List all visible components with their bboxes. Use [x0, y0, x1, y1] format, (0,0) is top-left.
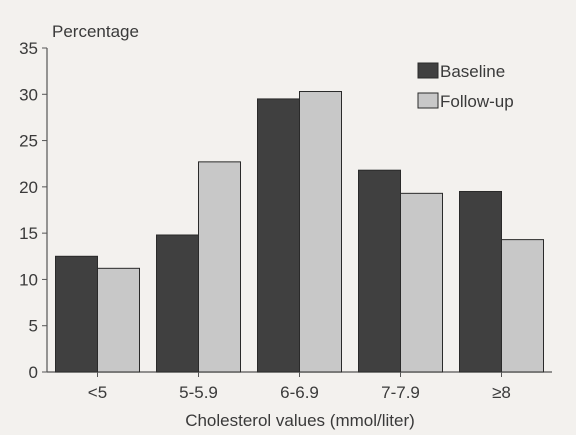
legend-label: Follow-up	[440, 92, 514, 111]
bar-follow-up-4	[501, 239, 544, 373]
bar-follow-up-1	[198, 161, 241, 373]
bar-baseline-2	[257, 98, 300, 373]
bar-baseline-1	[156, 234, 199, 373]
x-axis-label: Cholesterol values (mmol/liter)	[185, 411, 415, 430]
legend-label: Baseline	[440, 62, 505, 81]
x-tick-label: 5-5.9	[179, 383, 218, 402]
legend-swatch-baseline	[417, 62, 439, 79]
legend: Baseline Follow-up	[417, 62, 514, 111]
bar-follow-up-0	[97, 267, 140, 373]
y-axis-label: Percentage	[52, 22, 139, 41]
x-tick-label: <5	[88, 383, 107, 402]
y-tick-label: 35	[19, 39, 38, 58]
plot-area: 0 5 10 15 20 25 30 35 <5 5-5.9 6-6.9 7-7.9 ≥8	[19, 39, 552, 402]
y-tick-label: 15	[19, 224, 38, 243]
y-tick-label: 25	[19, 132, 38, 151]
y-tick-label: 0	[29, 363, 38, 382]
y-tick-label: 5	[29, 317, 38, 336]
bar-baseline-3	[358, 169, 401, 373]
y-tick-label: 30	[19, 85, 38, 104]
bar-follow-up-3	[400, 192, 443, 373]
bar-follow-up-2	[299, 91, 342, 373]
bar-baseline-4	[459, 190, 502, 373]
x-tick-label: 6-6.9	[280, 383, 319, 402]
y-tick-label: 20	[19, 178, 38, 197]
y-tick-label: 10	[19, 270, 38, 289]
x-tick-label: 7-7.9	[381, 383, 420, 402]
bar-baseline-0	[55, 255, 98, 373]
legend-swatch-follow-up	[417, 92, 439, 109]
x-tick-label: ≥8	[492, 383, 511, 402]
